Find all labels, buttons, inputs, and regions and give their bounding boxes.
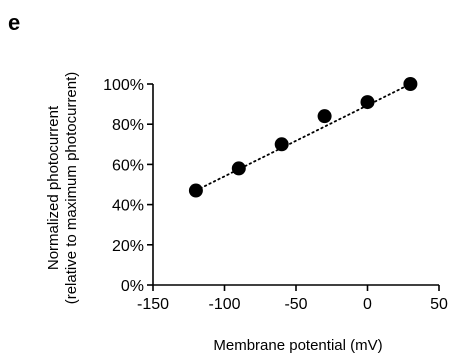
data-point bbox=[274, 137, 289, 152]
x-tick-label: 50 bbox=[430, 296, 448, 313]
y-axis-title: Normalized photocurrent (relative to max… bbox=[45, 72, 80, 305]
data-point bbox=[188, 183, 203, 198]
y-axis-title-line1: Normalized photocurrent bbox=[45, 105, 62, 270]
x-axis-title: Membrane potential (mV) bbox=[213, 337, 382, 354]
x-tick-label: 0 bbox=[363, 296, 372, 313]
y-tick-label: 0% bbox=[121, 278, 144, 295]
data-point bbox=[360, 95, 375, 110]
y-tick-label: 100% bbox=[103, 77, 144, 94]
y-axis-title-line2: (relative to maximum photocurrent) bbox=[63, 72, 80, 305]
panel-label: e bbox=[8, 10, 20, 35]
y-tick-label: 20% bbox=[112, 238, 144, 255]
x-tick-label: -150 bbox=[137, 296, 169, 313]
y-tick-label: 60% bbox=[112, 157, 144, 174]
data-point bbox=[403, 77, 418, 91]
x-tick-label: -50 bbox=[284, 296, 307, 313]
data-point bbox=[317, 109, 332, 124]
fit-line bbox=[195, 83, 412, 192]
data-point bbox=[231, 161, 246, 176]
y-tick-label: 80% bbox=[112, 117, 144, 134]
x-tick-label: -100 bbox=[208, 296, 240, 313]
y-ticks: 0% 20% 40% 60% 80% 100% bbox=[103, 77, 153, 295]
data-points bbox=[188, 77, 418, 198]
y-tick-label: 40% bbox=[112, 198, 144, 215]
plot-area: 0% 20% 40% 60% 80% 100% -150 -100 -50 0 50 bbox=[103, 77, 448, 313]
x-ticks: -150 -100 -50 0 50 bbox=[137, 285, 448, 313]
